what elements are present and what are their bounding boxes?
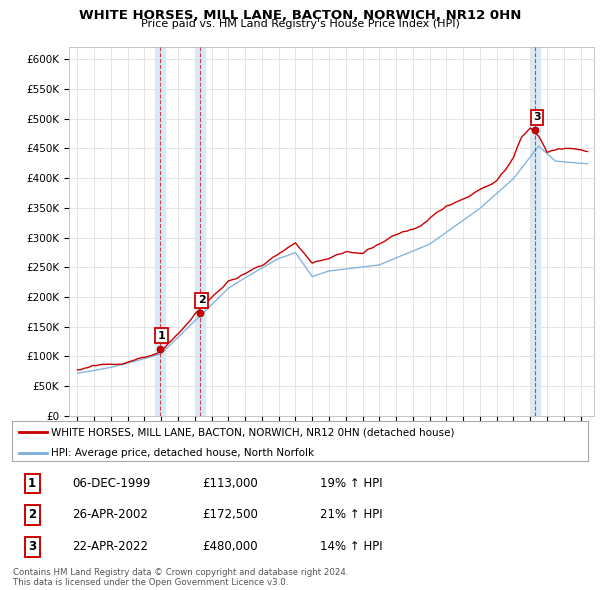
Bar [531,47,540,416]
Bar [155,47,164,416]
Text: 2: 2 [197,295,205,305]
Text: 3: 3 [28,540,36,553]
Text: 06-DEC-1999: 06-DEC-1999 [73,477,151,490]
Text: 26-APR-2002: 26-APR-2002 [73,508,148,522]
Text: Price paid vs. HM Land Registry's House Price Index (HPI): Price paid vs. HM Land Registry's House … [140,19,460,29]
Text: 3: 3 [533,112,541,122]
Text: 22-APR-2022: 22-APR-2022 [73,540,148,553]
Text: 1: 1 [157,330,165,340]
Text: 21% ↑ HPI: 21% ↑ HPI [320,508,383,522]
Text: WHITE HORSES, MILL LANE, BACTON, NORWICH, NR12 0HN: WHITE HORSES, MILL LANE, BACTON, NORWICH… [79,9,521,22]
Text: £113,000: £113,000 [202,477,258,490]
Text: £172,500: £172,500 [202,508,258,522]
Text: Contains HM Land Registry data © Crown copyright and database right 2024.
This d: Contains HM Land Registry data © Crown c… [13,568,349,587]
Text: £480,000: £480,000 [202,540,258,553]
Text: 2: 2 [28,508,36,522]
Bar [196,47,205,416]
Text: 19% ↑ HPI: 19% ↑ HPI [320,477,383,490]
Text: 14% ↑ HPI: 14% ↑ HPI [320,540,383,553]
Text: HPI: Average price, detached house, North Norfolk: HPI: Average price, detached house, Nort… [51,448,314,458]
Text: WHITE HORSES, MILL LANE, BACTON, NORWICH, NR12 0HN (detached house): WHITE HORSES, MILL LANE, BACTON, NORWICH… [51,428,455,438]
Text: 1: 1 [28,477,36,490]
